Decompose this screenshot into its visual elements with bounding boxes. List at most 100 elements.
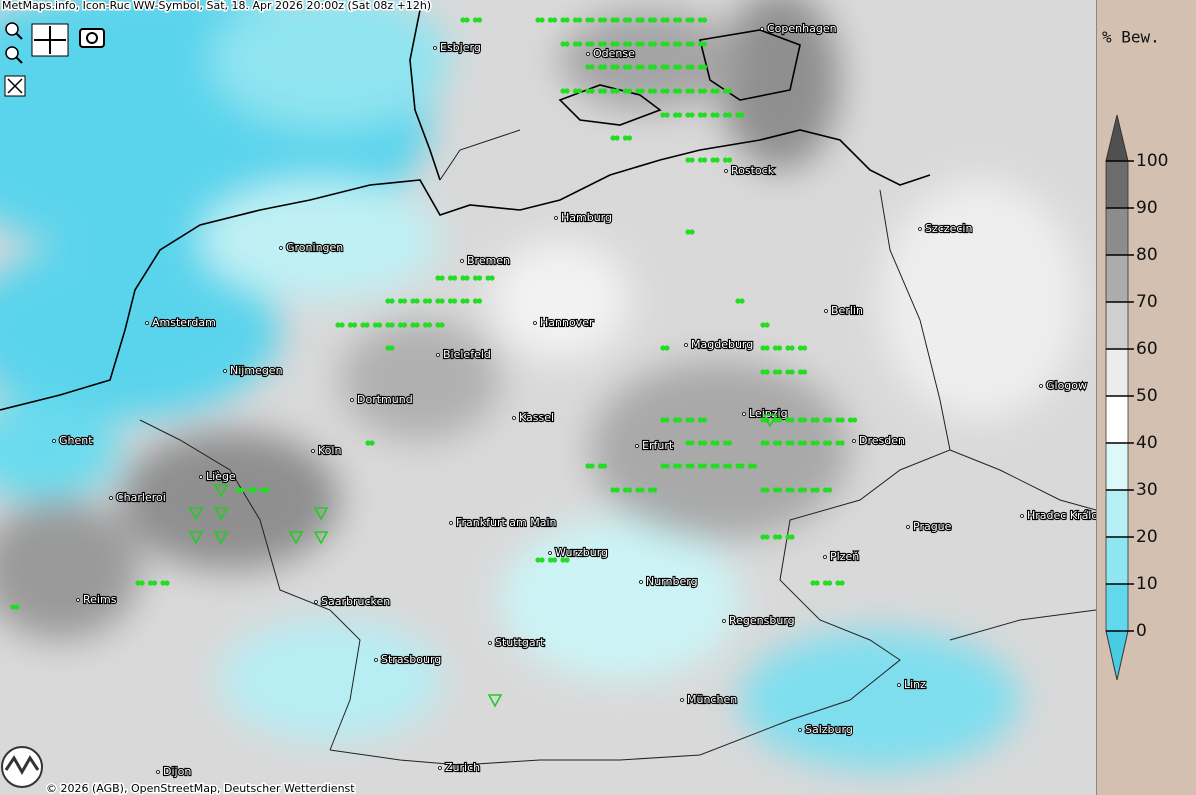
- rain-dot: [776, 417, 783, 423]
- rain-dot: [610, 88, 616, 94]
- rain-dot: [835, 440, 841, 446]
- rain-dot: [151, 580, 158, 586]
- colorbar-segment: [1105, 348, 1129, 397]
- shower-symbol: [213, 531, 229, 545]
- rain-dot: [839, 417, 845, 423]
- rain-dot: [651, 487, 658, 493]
- rain-dot: [747, 463, 754, 469]
- rain-dot: [639, 88, 645, 94]
- colorbar-tick-label: 70: [1136, 292, 1158, 312]
- rain-dot: [739, 112, 745, 118]
- rain-dot: [626, 487, 633, 493]
- rain-dot: [689, 112, 695, 118]
- rain-dot: [635, 88, 641, 94]
- rain-dot: [710, 440, 716, 446]
- rain-dot: [410, 322, 416, 328]
- city-label: Nurnberg: [646, 575, 698, 588]
- rain-dot: [685, 417, 691, 423]
- rain-dot: [710, 157, 716, 163]
- city-label: Nijmegen: [230, 364, 283, 377]
- rain-dot: [764, 369, 770, 375]
- rain-dot: [760, 417, 766, 423]
- city-dot: [897, 683, 901, 687]
- city-label: Strasbourg: [381, 653, 441, 666]
- city-label: Prague: [913, 520, 952, 533]
- pan-control[interactable]: [31, 23, 69, 57]
- city-dot: [554, 216, 558, 220]
- city-dot: [1039, 384, 1043, 388]
- rain-dot: [439, 275, 445, 281]
- rain-dot: [660, 345, 666, 351]
- city-dot: [798, 728, 802, 732]
- rain-dot: [785, 369, 791, 375]
- rain-dot: [776, 487, 783, 493]
- colorbar-tick-label: 30: [1136, 480, 1158, 500]
- rain-dot: [660, 64, 666, 70]
- rain-dot: [601, 88, 608, 94]
- rain-dot: [660, 112, 666, 118]
- rain-dot: [551, 557, 558, 563]
- rain-dot: [697, 112, 704, 118]
- zoom-out[interactable]: [5, 46, 23, 64]
- rain-dot: [839, 440, 845, 446]
- fullscreen[interactable]: [4, 75, 26, 97]
- coastlines: [0, 9, 931, 411]
- rain-dot: [785, 417, 791, 423]
- rain-dot: [626, 88, 633, 94]
- rain-dot: [801, 369, 808, 375]
- rain-dot: [701, 157, 708, 163]
- rain-dot: [689, 417, 695, 423]
- rain-dot: [672, 41, 679, 47]
- city-label: Esbjerg: [440, 41, 481, 54]
- rain-dot: [760, 487, 766, 493]
- rain-dot: [622, 135, 629, 141]
- rain-dot: [672, 112, 679, 118]
- city-label: Charleroi: [116, 491, 166, 504]
- rain-dot: [601, 64, 608, 70]
- rain-dot: [739, 298, 745, 304]
- rain-dot: [472, 17, 479, 23]
- rain-dot: [589, 41, 595, 47]
- rain-dot: [435, 298, 441, 304]
- zoom-in[interactable]: [5, 22, 23, 40]
- colorbar-tick-label: 100: [1136, 151, 1168, 171]
- rain-dot: [697, 88, 704, 94]
- rain-dot: [714, 157, 720, 163]
- rain-dot: [722, 88, 729, 94]
- rain-dot: [764, 322, 770, 328]
- rain-dot: [651, 88, 658, 94]
- city-dot: [586, 52, 590, 56]
- city-label: Stuttgart: [495, 636, 545, 649]
- snapshot[interactable]: [79, 28, 105, 48]
- rain-dot: [822, 417, 829, 423]
- rain-dot: [764, 345, 770, 351]
- rain-dot: [647, 17, 654, 23]
- colorbar-tick-label: 10: [1136, 574, 1158, 594]
- rain-dot: [560, 17, 566, 23]
- colorbar-segment: [1105, 583, 1129, 632]
- rain-dot: [622, 64, 629, 70]
- rain-dot: [689, 157, 695, 163]
- rain-dot: [797, 487, 804, 493]
- city-dot: [156, 770, 160, 774]
- rain-dot: [589, 463, 595, 469]
- rain-dot: [589, 88, 595, 94]
- colorbar-tick-label: 50: [1136, 386, 1158, 406]
- colorbar-tick-label: 0: [1136, 621, 1147, 641]
- city-label: Leipzig: [749, 407, 788, 420]
- rain-dot: [685, 440, 691, 446]
- rain-dot: [564, 41, 570, 47]
- rain-dot: [597, 17, 604, 23]
- rain-dot: [635, 17, 641, 23]
- rain-dot: [451, 275, 458, 281]
- rain-dot: [464, 275, 470, 281]
- rain-dot: [572, 17, 579, 23]
- city-dot: [374, 658, 378, 662]
- rain-dot: [801, 345, 808, 351]
- rain-dot: [364, 322, 370, 328]
- rain-dot: [664, 112, 670, 118]
- rain-dot: [376, 322, 383, 328]
- rain-dot: [639, 17, 645, 23]
- rain-dot: [789, 440, 795, 446]
- rain-dot: [660, 17, 666, 23]
